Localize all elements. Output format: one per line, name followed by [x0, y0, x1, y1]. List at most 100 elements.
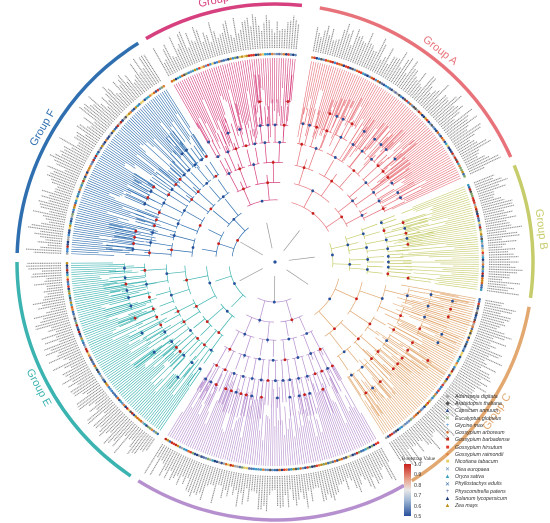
leaf-label — [156, 445, 166, 459]
branch — [377, 188, 395, 200]
species-marker — [386, 85, 390, 89]
bootstrap-node — [297, 394, 301, 398]
branch — [159, 387, 190, 431]
bootstrap-node — [204, 377, 208, 381]
species-marker — [154, 431, 158, 434]
branch — [386, 159, 409, 177]
branch — [131, 384, 155, 408]
branch — [215, 275, 232, 282]
branch — [299, 316, 306, 331]
leaf-label — [32, 298, 65, 306]
branch — [149, 179, 171, 194]
bootstrap-node — [315, 125, 319, 129]
species-marker — [89, 164, 92, 168]
leaf-label — [424, 413, 450, 439]
branch — [364, 400, 387, 434]
bootstrap-node — [339, 135, 343, 139]
bootstrap-node — [426, 304, 430, 308]
leaf-label — [134, 75, 148, 92]
branch — [402, 221, 475, 237]
leaf-label — [343, 29, 355, 60]
branch — [175, 83, 209, 143]
branch — [426, 309, 442, 316]
species-marker — [146, 425, 150, 429]
species-marker — [386, 435, 390, 438]
species-marker — [72, 314, 76, 318]
leaf-label — [48, 221, 65, 226]
species-marker — [145, 97, 148, 100]
leaf-label — [307, 473, 314, 502]
leaf-label — [107, 88, 127, 109]
leaf-label — [241, 473, 247, 505]
leaf-label — [95, 397, 111, 411]
leaf-label — [340, 33, 350, 59]
leaf-label — [139, 435, 151, 451]
species-marker — [468, 334, 471, 337]
bootstrap-node — [260, 395, 263, 399]
branch — [249, 129, 254, 145]
branch — [187, 368, 200, 386]
species-marker — [85, 171, 89, 174]
leaf-label — [207, 22, 219, 56]
leaf-label — [369, 38, 387, 71]
branch — [79, 201, 146, 223]
branch — [267, 58, 271, 138]
bootstrap-scale-tick: 0.7 — [414, 493, 422, 500]
branch — [349, 123, 363, 143]
branch — [329, 332, 343, 350]
species-marker — [259, 468, 263, 471]
leaf-label — [45, 342, 78, 357]
leaf-label — [452, 380, 473, 394]
species-marker — [384, 436, 388, 440]
leaf-label — [469, 166, 485, 175]
species-marker — [72, 208, 75, 212]
leaf-label — [315, 32, 320, 53]
branch — [102, 340, 151, 372]
branch — [357, 154, 376, 175]
legend-symbol-icon: ✕ — [444, 481, 451, 488]
branch — [230, 104, 239, 131]
branch — [101, 153, 156, 188]
branch — [402, 239, 478, 249]
leaf-label — [263, 22, 266, 49]
species-marker — [458, 355, 462, 359]
species-marker — [250, 467, 253, 470]
leaf-label — [315, 472, 320, 488]
leaf-label — [163, 452, 178, 479]
leaf-label — [128, 426, 140, 441]
branch — [71, 278, 102, 282]
legend-item: ■ Nicotiana tabacum — [443, 459, 548, 466]
leaf-label — [358, 458, 373, 488]
branch — [434, 283, 478, 290]
species-marker — [68, 224, 72, 228]
leaf-label — [461, 365, 491, 383]
species-marker — [454, 364, 457, 367]
branch — [73, 281, 147, 294]
bootstrap-node — [223, 368, 227, 372]
species-marker — [87, 354, 91, 357]
branch — [231, 294, 244, 308]
branch — [171, 189, 191, 203]
branch — [219, 160, 228, 175]
leaf-label — [89, 104, 113, 125]
leaf-label — [476, 177, 508, 191]
species-markers — [65, 52, 485, 472]
species-marker — [73, 317, 77, 320]
leaf-label — [158, 449, 174, 477]
branch — [75, 217, 123, 229]
branch — [446, 241, 479, 246]
species-marker — [338, 458, 341, 462]
species-marker — [209, 63, 212, 66]
branch — [304, 409, 317, 462]
bootstrap-node — [176, 222, 180, 226]
leaf-label — [162, 49, 176, 73]
leaf-label — [465, 359, 482, 369]
leaf-label — [347, 462, 358, 489]
branch — [310, 380, 335, 458]
species-marker — [326, 59, 330, 63]
leaf-label — [142, 437, 153, 452]
branch — [409, 127, 430, 146]
bootstrap-node — [133, 316, 137, 320]
branch — [103, 281, 126, 286]
branch — [151, 176, 172, 191]
